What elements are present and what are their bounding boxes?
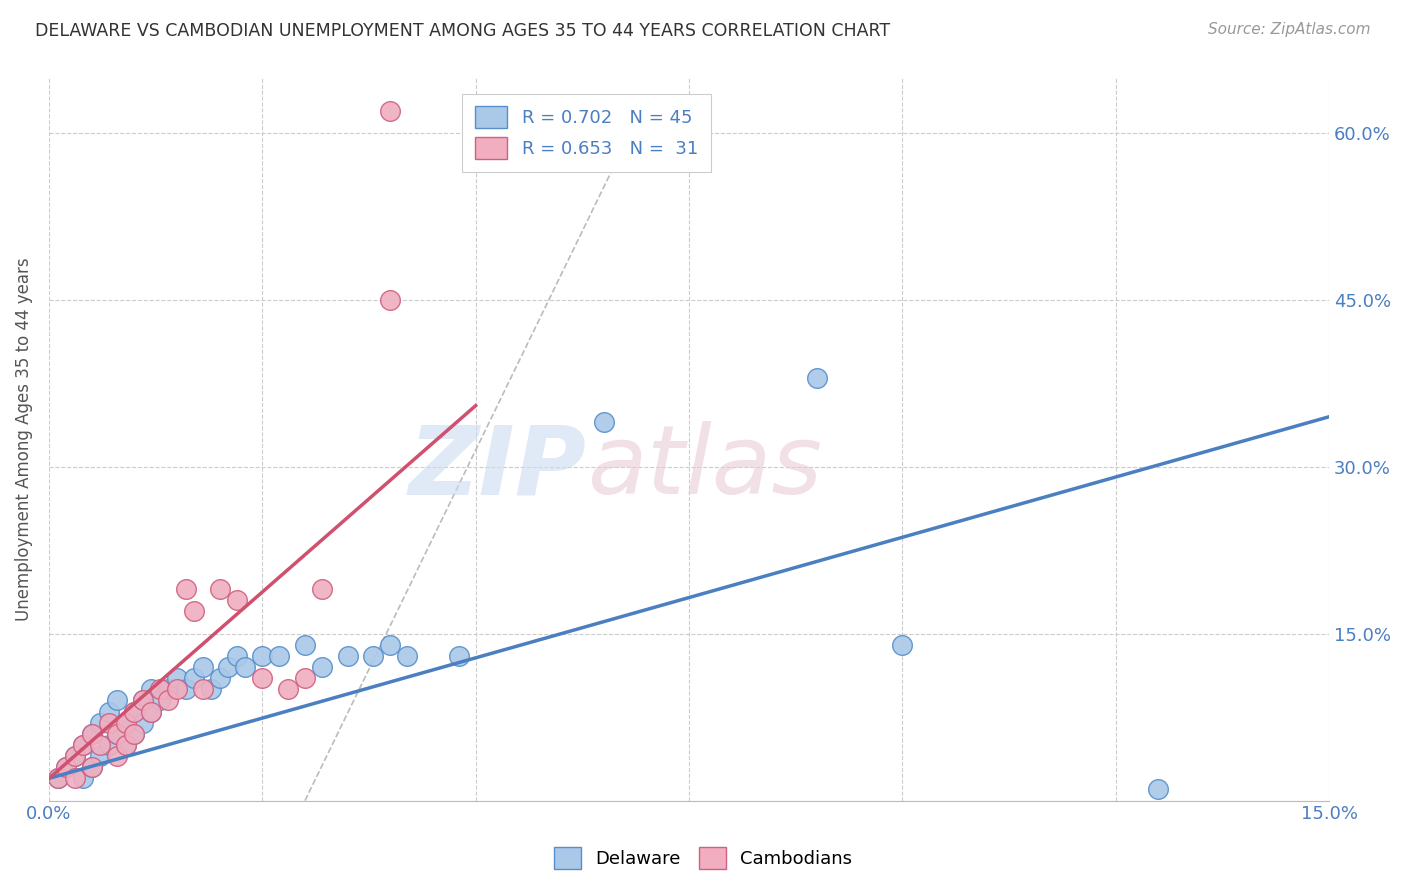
Point xyxy=(891,638,914,652)
Point xyxy=(114,738,136,752)
Text: DELAWARE VS CAMBODIAN UNEMPLOYMENT AMONG AGES 35 TO 44 YEARS CORRELATION CHART: DELAWARE VS CAMBODIAN UNEMPLOYMENT AMONG… xyxy=(35,22,890,40)
Point xyxy=(132,715,155,730)
Point xyxy=(149,682,172,697)
Point xyxy=(149,693,172,707)
Point xyxy=(97,715,120,730)
Point xyxy=(80,760,103,774)
Point xyxy=(277,682,299,697)
Point xyxy=(252,671,274,685)
Point xyxy=(63,749,86,764)
Point xyxy=(191,660,214,674)
Point xyxy=(124,705,146,719)
Point xyxy=(80,727,103,741)
Point xyxy=(114,715,136,730)
Point xyxy=(183,671,205,685)
Point xyxy=(208,582,231,597)
Point xyxy=(97,738,120,752)
Point xyxy=(55,760,77,774)
Point xyxy=(225,648,247,663)
Point xyxy=(80,727,103,741)
Point xyxy=(63,772,86,786)
Point xyxy=(447,648,470,663)
Text: Source: ZipAtlas.com: Source: ZipAtlas.com xyxy=(1208,22,1371,37)
Point xyxy=(336,648,359,663)
Point xyxy=(105,727,128,741)
Point xyxy=(114,715,136,730)
Point xyxy=(124,727,146,741)
Point xyxy=(166,682,188,697)
Point xyxy=(806,371,828,385)
Point xyxy=(114,738,136,752)
Point xyxy=(592,415,614,429)
Point xyxy=(157,682,180,697)
Point xyxy=(132,693,155,707)
Point xyxy=(269,648,291,663)
Point xyxy=(1147,782,1170,797)
Point xyxy=(233,660,256,674)
Legend: R = 0.702   N = 45, R = 0.653   N =  31: R = 0.702 N = 45, R = 0.653 N = 31 xyxy=(463,94,711,172)
Point xyxy=(294,638,316,652)
Point xyxy=(97,705,120,719)
Point xyxy=(141,705,163,719)
Point xyxy=(380,638,402,652)
Point xyxy=(294,671,316,685)
Point xyxy=(380,103,402,118)
Point xyxy=(55,760,77,774)
Point xyxy=(63,749,86,764)
Point xyxy=(225,593,247,607)
Point xyxy=(183,605,205,619)
Point xyxy=(208,671,231,685)
Point xyxy=(124,727,146,741)
Point xyxy=(200,682,222,697)
Point xyxy=(166,671,188,685)
Point xyxy=(46,772,69,786)
Point xyxy=(141,705,163,719)
Point xyxy=(380,293,402,307)
Point xyxy=(141,682,163,697)
Point xyxy=(105,727,128,741)
Point xyxy=(124,705,146,719)
Point xyxy=(174,582,197,597)
Point xyxy=(89,749,111,764)
Point xyxy=(132,693,155,707)
Point xyxy=(105,749,128,764)
Point xyxy=(252,648,274,663)
Point xyxy=(80,760,103,774)
Legend: Delaware, Cambodians: Delaware, Cambodians xyxy=(544,838,862,879)
Point xyxy=(72,738,94,752)
Text: atlas: atlas xyxy=(586,421,821,515)
Point xyxy=(311,660,333,674)
Point xyxy=(46,772,69,786)
Text: ZIP: ZIP xyxy=(409,421,586,515)
Point xyxy=(217,660,239,674)
Point xyxy=(157,693,180,707)
Point xyxy=(72,772,94,786)
Point xyxy=(311,582,333,597)
Point xyxy=(72,738,94,752)
Point xyxy=(361,648,384,663)
Point xyxy=(105,693,128,707)
Point xyxy=(191,682,214,697)
Y-axis label: Unemployment Among Ages 35 to 44 years: Unemployment Among Ages 35 to 44 years xyxy=(15,257,32,621)
Point xyxy=(89,715,111,730)
Point xyxy=(174,682,197,697)
Point xyxy=(89,738,111,752)
Point xyxy=(396,648,419,663)
